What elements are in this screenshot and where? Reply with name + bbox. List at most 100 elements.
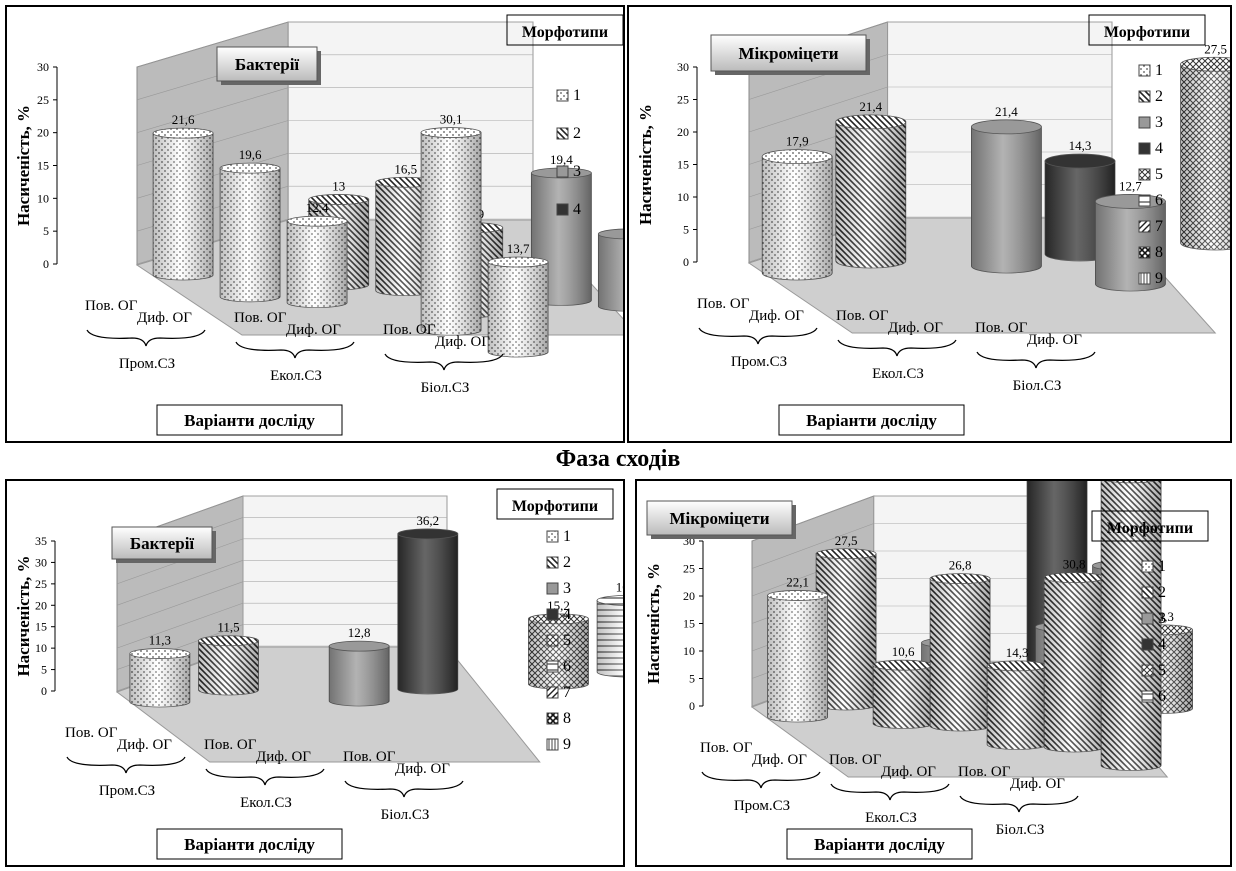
legend: Морфотипи 1 2 3 4 5 6: [1091, 510, 1209, 705]
bar-shading: [930, 578, 991, 731]
chart-title: Мікроміцети: [739, 44, 839, 63]
legend-title: Морфотипи: [1107, 520, 1193, 537]
x-sub-label: Диф. ОГ: [1027, 332, 1082, 348]
x-group-brace: [959, 795, 1079, 813]
title-box: Бактерії: [111, 526, 216, 563]
bar-top: [596, 595, 623, 606]
data-label: 21,4: [995, 104, 1018, 119]
legend-swatch: [556, 127, 569, 140]
legend-title-frame: [1088, 14, 1206, 46]
bar-shading: [816, 553, 877, 710]
y-tick-label: 5: [41, 663, 47, 677]
data-label: 14,3: [1069, 138, 1092, 153]
y-axis-label: Насиченість, %: [14, 105, 33, 226]
legend-swatch: [1138, 272, 1151, 285]
legend-entry: 3: [1155, 114, 1163, 131]
data-label: 21,4: [859, 99, 882, 114]
bar-top: [761, 149, 833, 165]
x-axis-label: Варіанти досліду: [814, 835, 945, 854]
y-tick-label: 30: [677, 60, 689, 74]
x-sub-label: Пов. ОГ: [700, 740, 753, 756]
legend-entry: 1: [1155, 62, 1163, 79]
data-label: 30,8: [1063, 557, 1086, 572]
data-label: 19,6: [239, 147, 262, 162]
x-sub-label: Пов. ОГ: [829, 752, 882, 768]
bar-2-4: 27,5: [1180, 41, 1230, 251]
legend-swatch: [546, 634, 559, 647]
title-frame: [111, 526, 213, 560]
x-group-label: Пром.СЗ: [734, 798, 790, 814]
legend-entry: 2: [1158, 584, 1166, 601]
bar-shading: [598, 233, 623, 312]
bar-1-3: 36,2: [397, 513, 459, 695]
x-sub-label: Диф. ОГ: [395, 761, 450, 777]
bar-shading: [762, 156, 833, 280]
legend-swatch: [1141, 638, 1154, 651]
y-axis-label: Насиченість, %: [636, 104, 655, 225]
legend: Морфотипи 1 2 3 4: [506, 14, 623, 218]
bar-4-1: 30,8: [1043, 557, 1105, 753]
data-label: 17,9: [786, 134, 809, 149]
bar-top: [286, 215, 348, 227]
x-sub-label: Пов. ОГ: [343, 749, 396, 765]
x-sub-label: Пов. ОГ: [697, 296, 750, 312]
bar-4-0: 30,1: [420, 112, 482, 336]
x-axis-label: Варіанти досліду: [184, 835, 315, 854]
legend-entry: 4: [1155, 140, 1163, 157]
bar-shading: [198, 640, 259, 695]
x-sub-label: Пов. ОГ: [958, 764, 1011, 780]
bar-2-4: 15,2: [528, 598, 589, 690]
legend-entry: 6: [1155, 192, 1163, 209]
x-sub-label: Пов. ОГ: [383, 322, 436, 338]
bar-top: [152, 127, 214, 139]
bar-1-2: 21,4: [970, 104, 1042, 274]
data-label: 14,3: [1006, 645, 1029, 660]
data-label: 16,5: [394, 161, 417, 176]
data-label: 11,3: [149, 633, 171, 648]
data-label: 13: [332, 178, 345, 193]
data-label: 19,4: [550, 152, 573, 167]
x-group-brace: [205, 768, 325, 786]
bar-shading: [287, 221, 348, 308]
bar-shading: [835, 121, 906, 268]
bar-shading: [329, 646, 390, 706]
legend-entry: 3: [1158, 610, 1166, 627]
title-frame: [646, 500, 793, 536]
legend-title-frame: [496, 488, 614, 520]
bar-1-1: 10,6: [872, 644, 934, 729]
legend-swatch: [1138, 64, 1151, 77]
x-group-label: Екол.СЗ: [872, 366, 924, 382]
bar-top: [815, 548, 877, 560]
bar-top: [986, 660, 1048, 672]
y-tick-label: 20: [683, 589, 695, 603]
legend-swatch: [1141, 586, 1154, 599]
grid-line-left: [136, 21, 289, 68]
bar-1-2: 12,8: [328, 625, 390, 707]
bar-top: [1044, 153, 1116, 169]
legend-entry: 8: [1155, 244, 1163, 261]
legend-swatch: [546, 608, 559, 621]
data-label: 13,7: [507, 241, 530, 256]
legend-entry: 3: [563, 580, 571, 597]
x-group-label: Пром.СЗ: [99, 783, 155, 799]
grid-line-left: [116, 602, 244, 649]
x-axis-label-frame: [786, 828, 973, 860]
legend-swatch: [1138, 220, 1151, 233]
y-tick-label: 30: [37, 60, 49, 74]
x-sub-label: Диф. ОГ: [749, 308, 804, 324]
legend-entry: 4: [573, 201, 581, 218]
x-group-brace: [66, 756, 186, 774]
legend-entry: 7: [563, 684, 571, 701]
bar-0-0: 22,1: [767, 574, 829, 723]
y-tick-label: 15: [35, 620, 47, 634]
phase-label: Фаза сходів: [555, 446, 681, 472]
data-label: 11,5: [217, 620, 239, 635]
grid-line-left: [136, 87, 289, 133]
title-box: Мікроміцети: [710, 34, 870, 75]
x-axis-label-frame: [156, 828, 343, 860]
bar-2-0: 12,4: [286, 200, 348, 308]
